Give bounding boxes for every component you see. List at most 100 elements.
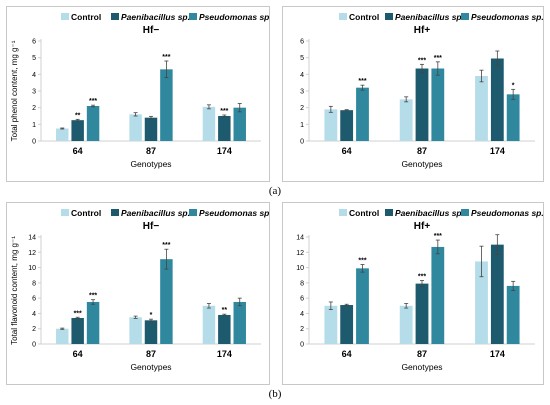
significance-marker: ** xyxy=(222,307,228,314)
bar-control-64 xyxy=(56,128,69,141)
x-tick-label: 174 xyxy=(490,146,505,156)
y-tick-label: 1 xyxy=(32,122,36,129)
y-tick-label: 4 xyxy=(32,72,36,79)
chart-svg: Control Paenibacillus sp. Pseudomonas sp. H… xyxy=(10,208,269,372)
legend-swatch-control xyxy=(61,13,69,20)
y-tick-label: 0 xyxy=(32,139,36,146)
bar-control-87 xyxy=(399,99,413,141)
legend-swatch-paenibacillus xyxy=(111,13,119,20)
bar-paenibacillus-174 xyxy=(218,314,231,344)
y-tick-label: 6 xyxy=(300,296,304,303)
y-tick-label: 8 xyxy=(300,280,304,287)
y-tick-label: 4 xyxy=(300,72,304,79)
x-axis-label: Genotypes xyxy=(130,159,171,169)
y-tick-label: 6 xyxy=(32,296,36,303)
bar-paenibacillus-64 xyxy=(71,120,84,141)
x-tick-label: 174 xyxy=(217,349,232,359)
y-tick-label: 3 xyxy=(32,89,36,96)
x-tick-label: 64 xyxy=(342,349,352,359)
bar-pseudomonas-174 xyxy=(506,285,520,344)
bar-pseudomonas-87 xyxy=(160,259,173,344)
significance-marker: *** xyxy=(418,274,426,281)
x-tick-label: 64 xyxy=(73,349,83,359)
y-axis-label: Total phenol content, mg g⁻¹ xyxy=(10,40,19,141)
x-tick-label: 64 xyxy=(342,146,352,156)
y-tick-label: 3 xyxy=(300,89,304,96)
y-tick-label: 4 xyxy=(32,311,36,318)
bar-paenibacillus-174 xyxy=(490,58,504,141)
y-tick-label: 4 xyxy=(300,311,304,318)
x-tick-label: 87 xyxy=(417,349,427,359)
chart-title: Hf− xyxy=(143,25,160,36)
x-tick-label: 174 xyxy=(490,349,505,359)
legend-label-control: Control xyxy=(349,12,379,22)
x-tick-label: 174 xyxy=(217,146,232,156)
bar-pseudomonas-174 xyxy=(233,301,246,344)
bar-control-64 xyxy=(324,109,338,141)
x-axis-label: Genotypes xyxy=(401,159,442,169)
significance-marker: *** xyxy=(220,108,228,115)
bar-paenibacillus-174 xyxy=(218,116,231,141)
significance-marker: * xyxy=(150,312,153,319)
legend-swatch-paenibacillus xyxy=(385,209,393,216)
bar-pseudomonas-64 xyxy=(356,268,369,344)
bar-paenibacillus-87 xyxy=(144,117,158,141)
bar-control-174 xyxy=(475,76,488,141)
y-axis-label: Total flavonoid content, mg g⁻¹ xyxy=(10,236,19,345)
chart-title: Hf+ xyxy=(414,221,431,232)
legend-label-control: Control xyxy=(71,12,101,22)
x-tick-label: 87 xyxy=(417,146,427,156)
bar-paenibacillus-174 xyxy=(490,244,504,344)
y-tick-label: 12 xyxy=(28,250,36,257)
bar-paenibacillus-87 xyxy=(415,68,429,141)
bar-paenibacillus-64 xyxy=(340,110,354,141)
bar-pseudomonas-87 xyxy=(431,68,445,141)
legend-swatch-pseudomonas xyxy=(461,209,469,216)
figure-label-b: (b) xyxy=(268,388,282,400)
bar-pseudomonas-64 xyxy=(86,106,100,141)
y-tick-label: 2 xyxy=(300,326,304,333)
y-tick-label: 0 xyxy=(300,342,304,349)
bar-paenibacillus-64 xyxy=(340,305,354,344)
x-tick-label: 87 xyxy=(146,349,156,359)
y-tick-label: 2 xyxy=(32,105,36,112)
bar-pseudomonas-87 xyxy=(160,69,173,141)
y-tick-label: 8 xyxy=(32,280,36,287)
y-tick-label: 5 xyxy=(300,55,304,62)
x-axis-label: Genotypes xyxy=(401,362,442,372)
bar-control-87 xyxy=(129,317,142,344)
legend-label-paenibacillus: Paenibacillus sp. xyxy=(395,12,464,22)
significance-marker: *** xyxy=(89,98,97,105)
chart-title: Hf− xyxy=(143,221,160,232)
legend-label-paenibacillus: Paenibacillus sp. xyxy=(121,208,190,218)
significance-marker: *** xyxy=(74,310,82,317)
significance-marker: *** xyxy=(89,293,97,300)
chart-svg: Control Paenibacillus sp. Pseudomonas sp. H… xyxy=(10,12,269,169)
y-tick-label: 10 xyxy=(28,265,36,272)
chart-title: Hf+ xyxy=(414,25,431,36)
y-tick-label: 10 xyxy=(296,265,304,272)
bar-pseudomonas-64 xyxy=(86,301,100,344)
significance-marker: *** xyxy=(418,57,426,64)
significance-marker: *** xyxy=(434,55,442,62)
legend-swatch-control xyxy=(61,209,69,216)
chart-svg: Control Paenibacillus sp. Pseudomonas sp. H… xyxy=(300,12,543,169)
legend-label-paenibacillus: Paenibacillus sp. xyxy=(121,12,190,22)
y-tick-label: 1 xyxy=(300,122,304,129)
bar-pseudomonas-174 xyxy=(233,107,246,141)
legend-label-pseudomonas: Pseudomonas sp. xyxy=(471,208,543,218)
bar-pseudomonas-87 xyxy=(431,246,445,344)
legend-label-control: Control xyxy=(349,208,379,218)
chart-panel-flavonoid-hf-plus: Control Paenibacillus sp. Pseudomonas sp. H… xyxy=(282,202,544,385)
x-axis-label: Genotypes xyxy=(130,362,171,372)
figure-label-a: (a) xyxy=(268,185,282,197)
significance-marker: *** xyxy=(358,258,366,265)
chart-panel-phenol-hf-minus: Control Paenibacillus sp. Pseudomonas sp. H… xyxy=(6,6,270,182)
significance-marker: *** xyxy=(358,78,366,85)
bar-control-64 xyxy=(324,305,338,344)
bar-control-87 xyxy=(399,305,413,344)
legend-label-paenibacillus: Paenibacillus sp. xyxy=(395,208,464,218)
bar-control-87 xyxy=(129,114,142,141)
bar-control-64 xyxy=(56,328,69,344)
significance-marker: * xyxy=(512,82,515,89)
